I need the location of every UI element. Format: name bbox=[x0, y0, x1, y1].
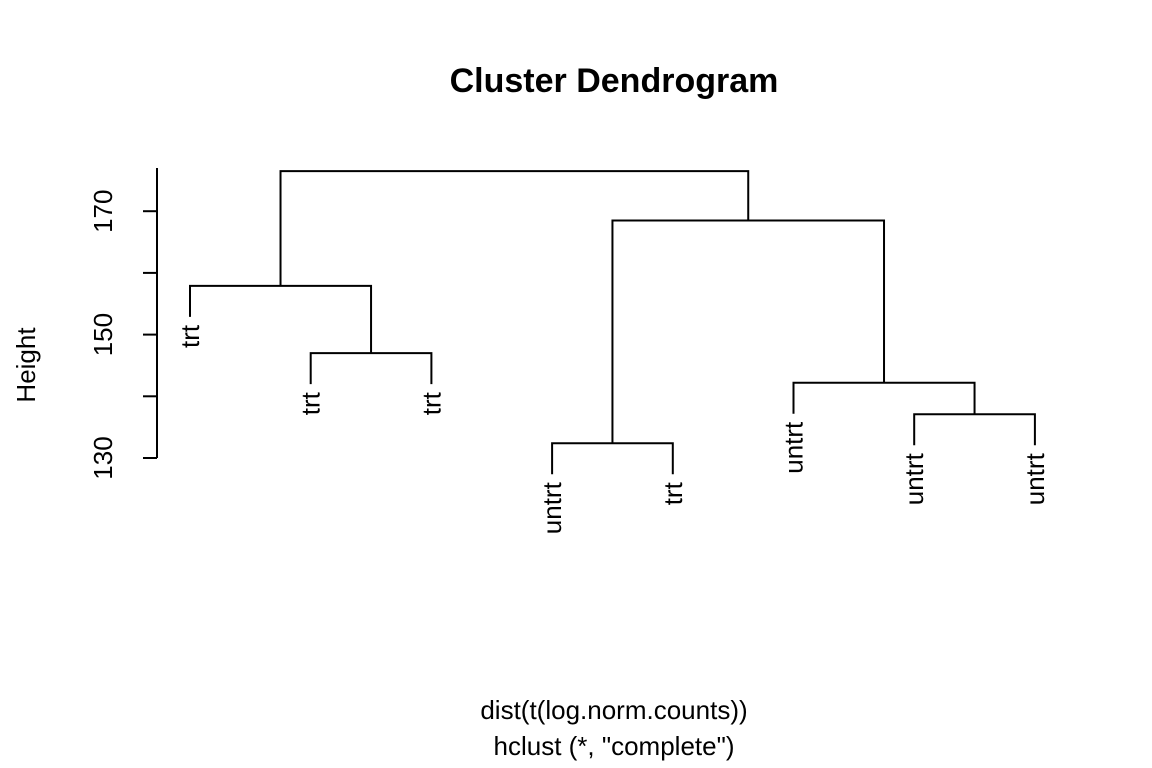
leaf-labels: trt trt trt untrt trt untrt untrt untrt bbox=[175, 324, 1050, 534]
y-axis-label: Height bbox=[11, 327, 41, 403]
y-tick-label: 170 bbox=[88, 190, 118, 233]
merge-link bbox=[309, 352, 433, 385]
merge-link bbox=[611, 219, 886, 444]
leaf-label-2: trt bbox=[296, 391, 326, 415]
y-axis: 130 150 170 bbox=[88, 168, 158, 480]
merge-link bbox=[189, 284, 373, 354]
merge-link bbox=[792, 381, 976, 415]
merge-link bbox=[279, 170, 750, 286]
x-axis-label: dist(t(log.norm.counts)) bbox=[480, 695, 747, 725]
merge-link bbox=[913, 413, 1036, 446]
y-tick-label: 150 bbox=[88, 313, 118, 356]
chart-title: Cluster Dendrogram bbox=[450, 62, 779, 100]
dendrogram-tree bbox=[189, 170, 1036, 475]
sub-label: hclust (*, "complete") bbox=[494, 731, 735, 761]
leaf-label-7: untrt bbox=[899, 452, 929, 505]
leaf-label-4: untrt bbox=[537, 481, 567, 534]
leaf-label-5: trt bbox=[658, 481, 688, 505]
merge-link bbox=[551, 442, 674, 475]
leaf-label-3: trt bbox=[416, 391, 446, 415]
y-tick-label: 130 bbox=[88, 436, 118, 479]
leaf-label-8: untrt bbox=[1020, 452, 1050, 505]
leaf-label-1: trt bbox=[175, 324, 205, 348]
leaf-label-6: untrt bbox=[779, 421, 809, 474]
